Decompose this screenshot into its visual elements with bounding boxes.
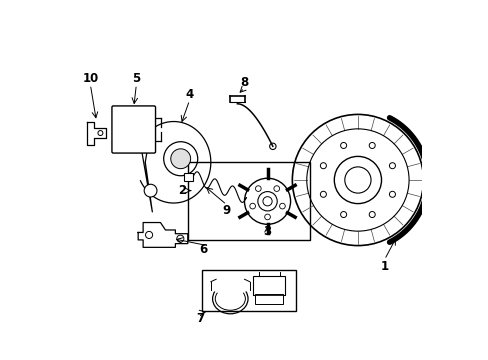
Text: 7: 7: [196, 312, 204, 325]
FancyBboxPatch shape: [112, 106, 155, 153]
Text: 1: 1: [380, 260, 388, 273]
Text: 9: 9: [222, 204, 230, 217]
Bar: [202, 270, 295, 311]
Circle shape: [144, 184, 157, 197]
Circle shape: [344, 167, 370, 193]
Bar: [184, 173, 193, 181]
Text: 5: 5: [132, 72, 140, 85]
Text: 10: 10: [82, 72, 98, 85]
Text: 4: 4: [185, 89, 193, 102]
Circle shape: [170, 149, 190, 168]
Bar: [255, 294, 283, 304]
Bar: [187, 162, 309, 240]
Text: 8: 8: [240, 76, 248, 89]
Bar: [253, 276, 285, 295]
Text: 2: 2: [178, 184, 186, 197]
Text: 3: 3: [263, 225, 271, 238]
Text: 6: 6: [199, 243, 207, 256]
Circle shape: [263, 197, 272, 206]
